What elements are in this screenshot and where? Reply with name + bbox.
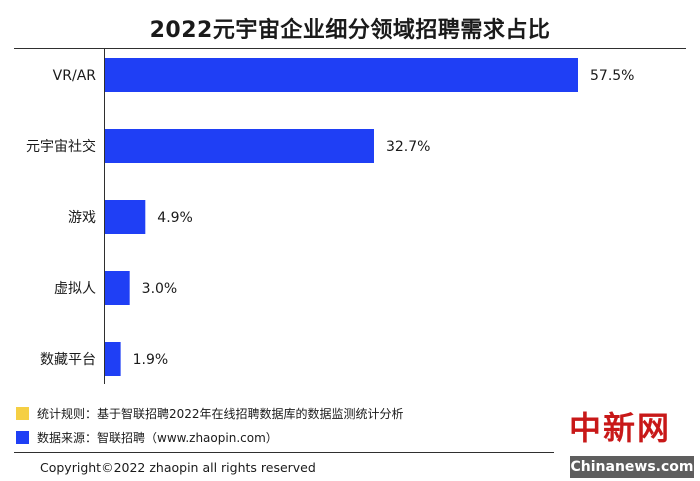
category-label-3: 虚拟人 — [54, 281, 96, 297]
category-label-0: VR/AR — [53, 68, 97, 84]
chinanews-logo: 中新网 — [555, 400, 685, 452]
chart-title: 2022元宇宙企业细分领域招聘需求占比 — [149, 18, 551, 43]
category-label-2: 游戏 — [68, 210, 96, 226]
category-axis — [104, 49, 105, 384]
value-label-4: 1.9% — [133, 352, 169, 368]
value-label-0: 57.5% — [590, 68, 634, 84]
copyright-text: Copyright©2022 zhaopin all rights reserv… — [40, 460, 316, 475]
footer-divider — [14, 452, 554, 453]
value-label-1: 32.7% — [386, 139, 430, 155]
blue-square-icon — [16, 431, 29, 444]
bar-3 — [105, 271, 130, 305]
category-label-1: 元宇宙社交 — [26, 138, 96, 155]
yellow-square-icon — [16, 407, 29, 420]
bar-4 — [105, 342, 121, 376]
bar-2 — [105, 200, 146, 234]
bar-1 — [105, 129, 374, 163]
watermark-text: Chinanews.com — [570, 456, 694, 478]
title-divider — [14, 48, 686, 49]
value-label-2: 4.9% — [157, 210, 193, 226]
bar-0 — [105, 58, 578, 92]
note-row-rule: 统计规则：基于智联招聘2022年在线招聘数据库的数据监测统计分析 — [16, 405, 404, 422]
note-text-rule: 统计规则：基于智联招聘2022年在线招聘数据库的数据监测统计分析 — [37, 407, 404, 421]
note-text-source: 数据来源：智联招聘（www.zhaopin.com） — [37, 431, 278, 445]
value-label-3: 3.0% — [142, 281, 178, 297]
note-row-source: 数据来源：智联招聘（www.zhaopin.com） — [16, 429, 278, 446]
logo-text: 中新网 — [568, 409, 671, 447]
category-label-4: 数藏平台 — [40, 352, 96, 368]
